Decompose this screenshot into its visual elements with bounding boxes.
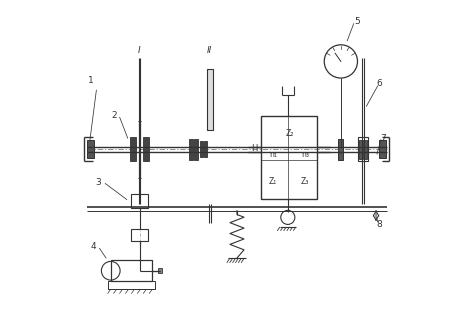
Text: 4: 4 [91, 242, 96, 251]
Bar [364, 140, 367, 159]
Bar [359, 140, 363, 159]
Text: 7: 7 [381, 134, 386, 143]
Text: 3: 3 [95, 178, 101, 187]
Bar [131, 229, 148, 241]
Bar [207, 69, 213, 130]
Bar [158, 268, 162, 273]
Text: n₃: n₃ [301, 150, 309, 159]
Bar [190, 139, 193, 160]
Circle shape [324, 45, 357, 78]
Bar [261, 116, 317, 199]
Bar [379, 140, 386, 158]
Bar [108, 281, 155, 289]
Bar [131, 194, 148, 208]
Text: 2: 2 [111, 111, 117, 120]
Bar [204, 141, 207, 157]
Bar [194, 139, 198, 160]
Bar [87, 140, 94, 158]
Text: 6: 6 [376, 79, 382, 88]
Text: Z₃: Z₃ [301, 177, 309, 186]
Text: n₁: n₁ [269, 150, 277, 159]
Bar [111, 260, 152, 281]
Bar [143, 137, 149, 161]
Text: 5: 5 [354, 17, 360, 26]
Text: II: II [207, 46, 212, 55]
Bar [358, 137, 368, 161]
Text: 1: 1 [88, 76, 93, 85]
Text: Z₂: Z₂ [285, 129, 293, 138]
Text: I: I [138, 46, 141, 55]
Bar [200, 141, 203, 157]
Bar [130, 137, 137, 161]
Text: 8: 8 [376, 220, 382, 229]
Text: Z₁: Z₁ [269, 177, 277, 186]
Text: H: H [251, 144, 257, 153]
Bar [338, 139, 344, 160]
